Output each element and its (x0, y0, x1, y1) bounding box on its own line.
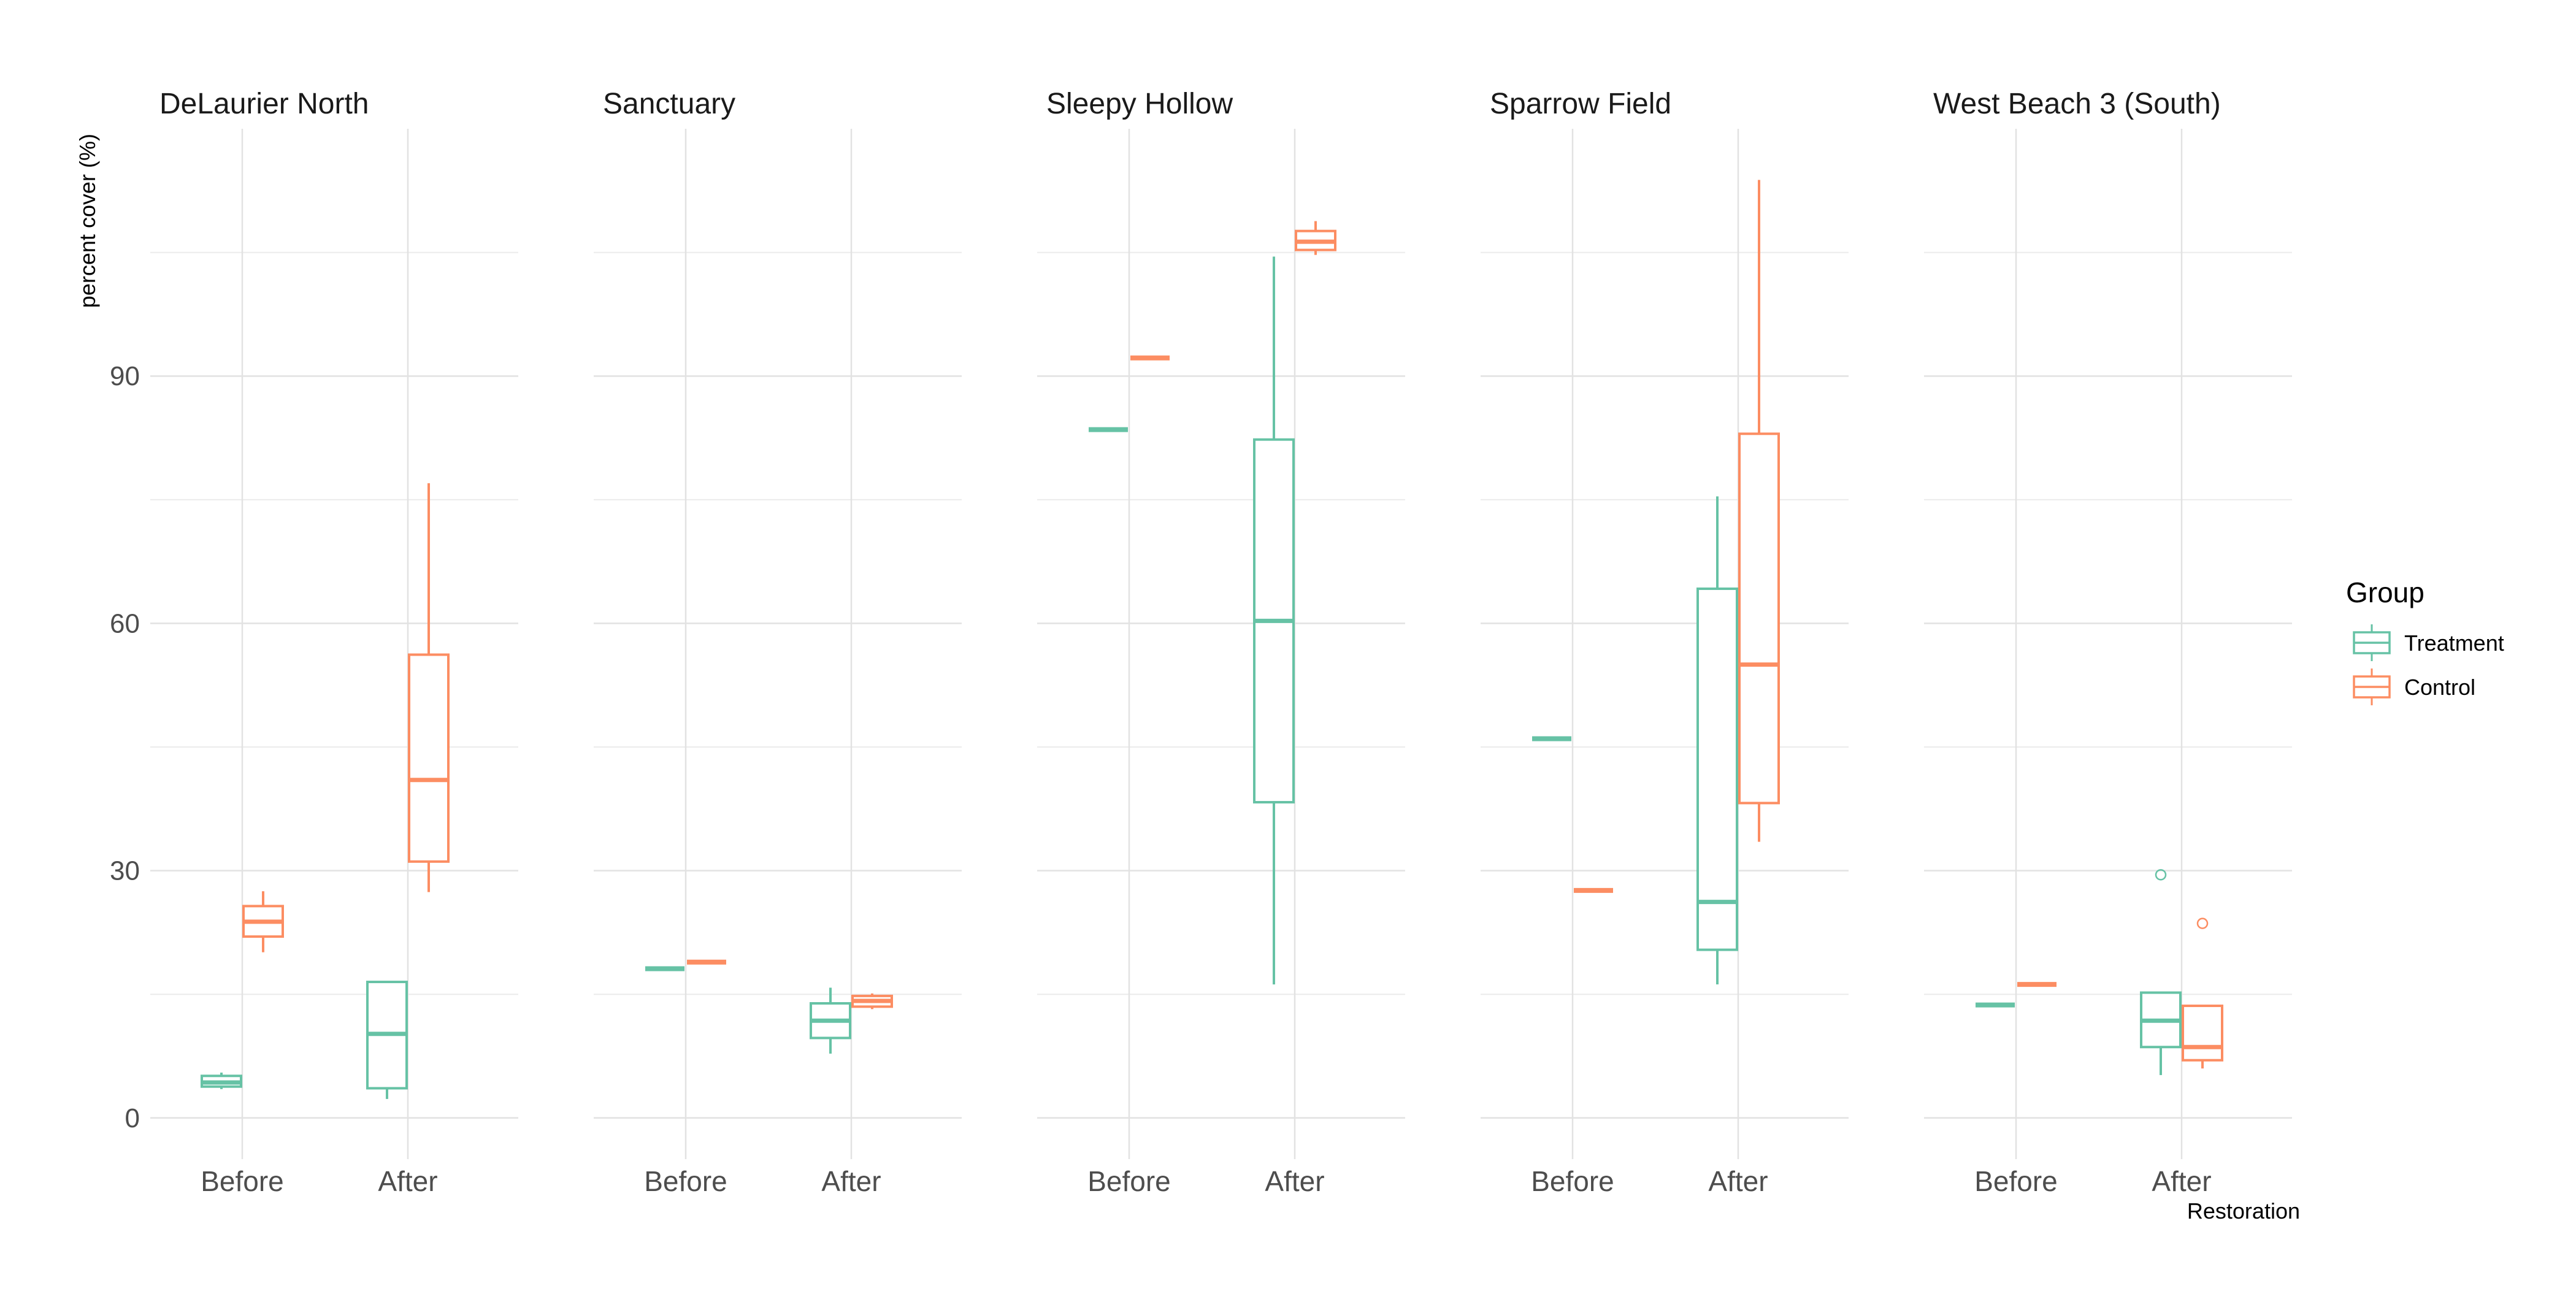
facet-title: Sleepy Hollow (1046, 88, 1233, 120)
y-tick-label: 30 (110, 856, 140, 886)
x-axis-title: Restoration (2187, 1198, 2300, 1224)
y-tick-label: 60 (110, 608, 140, 638)
x-tick-label: After (821, 1165, 881, 1197)
legend-title: Group (2346, 577, 2425, 608)
legend-label: Treatment (2404, 630, 2504, 656)
x-tick-label: Before (201, 1165, 284, 1197)
box-treatment (1696, 587, 1738, 951)
y-axis-title: percent cover (%) (75, 134, 100, 308)
facet-title: West Beach 3 (South) (1933, 88, 2221, 120)
outlier-point (2155, 869, 2167, 881)
y-tick-label: 0 (125, 1103, 140, 1133)
x-tick-label: Before (644, 1165, 727, 1197)
y-tick-label: 90 (110, 361, 140, 391)
facet-title: Sparrow Field (1490, 88, 1671, 120)
x-tick-label: After (378, 1165, 437, 1197)
outlier-point (2196, 917, 2209, 929)
x-tick-label: Before (1531, 1165, 1614, 1197)
x-tick-label: Before (1974, 1165, 2058, 1197)
box-control (2182, 1005, 2223, 1062)
legend-label: Control (2404, 675, 2475, 700)
x-tick-label: Before (1087, 1165, 1171, 1197)
x-tick-label: After (1708, 1165, 1768, 1197)
facet-title: DeLaurier North (159, 88, 369, 120)
facet-title: Sanctuary (603, 88, 735, 120)
box-control (1738, 432, 1780, 805)
x-tick-label: After (2152, 1165, 2211, 1197)
box-control (408, 653, 450, 863)
x-tick-label: After (1265, 1165, 1324, 1197)
